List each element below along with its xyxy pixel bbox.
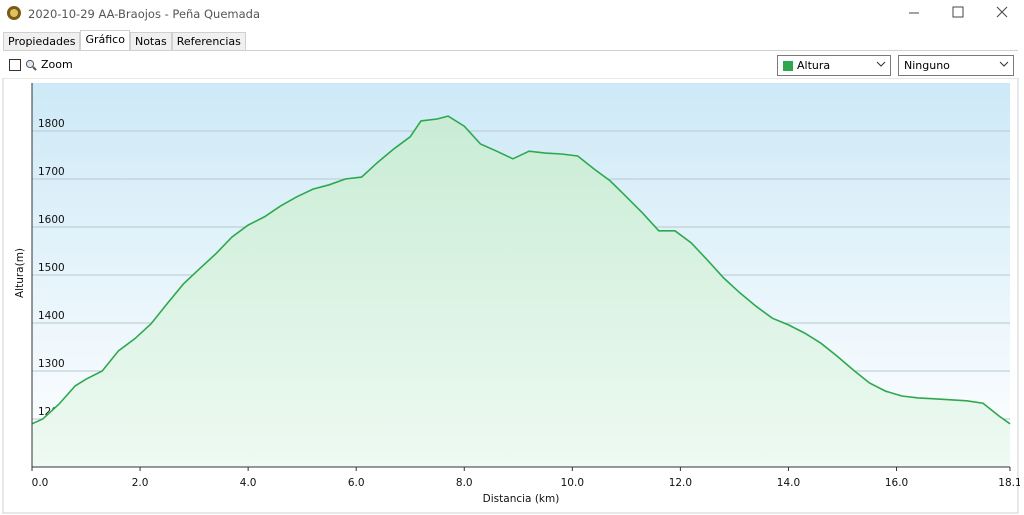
zoom-toggle[interactable]: Zoom	[9, 58, 73, 71]
y-axis-label: Altura(m)	[14, 248, 26, 298]
y-tick-label: 1300	[38, 358, 65, 370]
x-tick-label: 14.0	[777, 477, 800, 489]
dropdown-arrow	[999, 61, 1009, 67]
y-tick-label: 1700	[38, 166, 65, 178]
tab[interactable]: Notas	[129, 32, 172, 50]
dropdown-arrow	[876, 61, 886, 67]
y-tick-label: 1600	[38, 214, 65, 226]
x-tick-label: 6.0	[348, 477, 365, 489]
x-tick-label: 4.0	[240, 477, 257, 489]
chart: 12001300140015001600170018000.02.04.06.0…	[2, 78, 1020, 514]
x-tick-label: 18.1	[998, 477, 1020, 489]
area-fill	[32, 116, 1010, 467]
series-swatch	[783, 60, 793, 71]
series-select-label: Altura	[797, 59, 831, 72]
app-icon	[7, 6, 21, 20]
window-title: 2020-10-29 AA-Braojos - Peña Quemada	[28, 7, 261, 21]
tab-strip: Propiedades Gráfico Notas Referencias	[3, 30, 246, 51]
tab[interactable]: Propiedades	[3, 32, 81, 50]
elevation-line	[31, 115, 1011, 425]
x-axis-label: Distancia (km)	[483, 493, 560, 505]
tab[interactable]: Gráfico	[80, 30, 130, 51]
secondary-select-label: Ninguno	[904, 59, 950, 72]
x-tick-label: 10.0	[561, 477, 584, 489]
x-tick-label: 16.0	[885, 477, 908, 489]
y-tick-label: 1500	[38, 262, 65, 274]
magnifier-icon	[25, 59, 37, 71]
y-tick-label: 1400	[38, 310, 65, 322]
secondary-select[interactable]: Ninguno	[898, 55, 1014, 76]
zoom-label: Zoom	[41, 58, 73, 71]
close[interactable]	[996, 6, 1008, 18]
checkbox[interactable]	[9, 58, 21, 71]
y-tick-label: 1800	[38, 118, 65, 130]
title-bar: 2020-10-29 AA-Braojos - Peña Quemada	[0, 0, 1024, 28]
x-tick-label: 8.0	[456, 477, 473, 489]
tab[interactable]: Referencias	[171, 32, 246, 50]
maximize[interactable]	[952, 6, 964, 18]
x-tick-label: 0.0	[32, 477, 49, 489]
series-select[interactable]: Altura	[777, 55, 891, 76]
window-controls[interactable]	[905, 0, 1015, 28]
x-tick-label: 12.0	[669, 477, 692, 489]
x-tick-label: 2.0	[132, 477, 149, 489]
